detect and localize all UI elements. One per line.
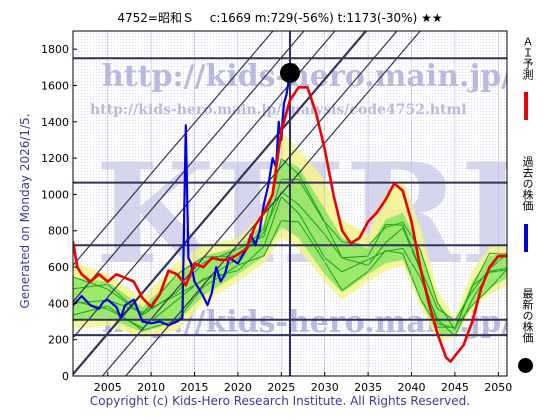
y-tick-label: 0 [62, 370, 69, 383]
forecast-scenario-line [73, 195, 507, 337]
legend-ai-swatch [524, 92, 528, 120]
trend-channel-line [73, 31, 336, 339]
legend-past-label: 過去の株価 [521, 156, 534, 211]
forecast-scenario-line [73, 157, 507, 331]
legend-ai-label: ＡＩ予測 [521, 36, 534, 80]
legend-past-swatch [524, 224, 528, 252]
x-tick-label: 2005 [94, 381, 122, 394]
past-price-line [73, 72, 292, 327]
ai-forecast-line [73, 86, 507, 363]
y-tick-label: 1400 [41, 116, 69, 129]
x-tick-label: 2020 [224, 381, 252, 394]
forecast-band-green [73, 158, 507, 335]
trend-channel-line [101, 31, 398, 376]
y-tick-label: 1800 [41, 43, 69, 56]
x-tick-label: 2050 [484, 381, 512, 394]
y-tick-label: 1200 [41, 152, 69, 165]
plot-frame [72, 30, 508, 377]
y-tick-label: 1600 [41, 79, 69, 92]
legend-latest-dot [518, 358, 533, 373]
forecast-scenario-line [73, 178, 507, 322]
copyright-text: Copyright (c) Kids-Hero Research Institu… [89, 394, 471, 408]
trend-channel-line [124, 31, 421, 376]
x-tick-label: 2045 [441, 381, 469, 394]
x-tick-label: 2040 [398, 381, 426, 394]
trend-channel-line [73, 31, 368, 375]
x-tick-label: 2010 [137, 381, 165, 394]
latest-price-marker [280, 62, 300, 83]
y-tick-label: 600 [48, 261, 69, 274]
y-tick-label: 200 [48, 334, 69, 347]
watermark-url-mid: http://kids-hero.main.jp/analysis/code47… [90, 102, 467, 118]
y-tick-label: 1000 [41, 188, 69, 201]
y-tick-label: 400 [48, 297, 69, 310]
y-tick-label: 800 [48, 225, 69, 238]
x-tick-label: 2030 [311, 381, 339, 394]
chart-title: 4752=昭和Ｓ c:1669 m:729(-56%) t:1173(-30%)… [117, 11, 443, 25]
x-tick-label: 2025 [267, 381, 295, 394]
legend-latest-label: 最新の株価 [521, 288, 534, 343]
trend-channel-line [73, 31, 274, 266]
trend-channel-line [73, 31, 305, 302]
x-tick-label: 2015 [181, 381, 209, 394]
x-tick-label: 2035 [354, 381, 382, 394]
